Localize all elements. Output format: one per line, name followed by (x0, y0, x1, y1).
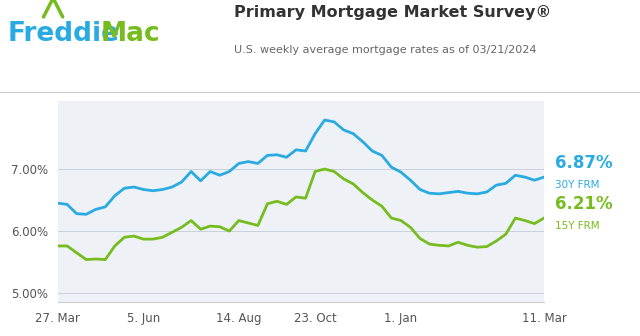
Text: U.S. weekly average mortgage rates as of 03/21/2024: U.S. weekly average mortgage rates as of… (234, 45, 536, 55)
Text: 30Y FRM: 30Y FRM (555, 180, 599, 190)
Text: Primary Mortgage Market Survey®: Primary Mortgage Market Survey® (234, 5, 551, 20)
Text: 6.21%: 6.21% (555, 195, 612, 213)
Text: 15Y FRM: 15Y FRM (555, 221, 599, 231)
Text: Mac: Mac (101, 21, 161, 47)
Text: Freddie: Freddie (8, 21, 120, 47)
Text: 6.87%: 6.87% (555, 154, 612, 172)
